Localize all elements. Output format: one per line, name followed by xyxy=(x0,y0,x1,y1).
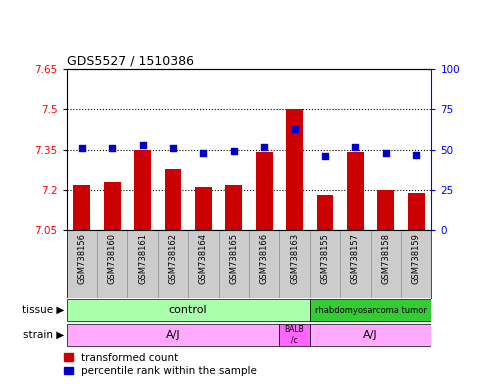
FancyBboxPatch shape xyxy=(67,324,280,346)
Text: BALB
/c: BALB /c xyxy=(284,325,305,345)
Point xyxy=(260,144,268,150)
Bar xyxy=(195,187,211,230)
Bar xyxy=(73,185,90,230)
Point xyxy=(139,142,146,148)
Text: A/J: A/J xyxy=(166,330,180,340)
Legend: transformed count, percentile rank within the sample: transformed count, percentile rank withi… xyxy=(65,353,257,376)
Text: A/J: A/J xyxy=(363,330,378,340)
Text: strain ▶: strain ▶ xyxy=(23,330,64,340)
Text: GSM738163: GSM738163 xyxy=(290,233,299,284)
Bar xyxy=(408,193,424,230)
FancyBboxPatch shape xyxy=(67,230,97,298)
Point xyxy=(291,126,299,132)
FancyBboxPatch shape xyxy=(127,230,158,298)
Text: GSM738166: GSM738166 xyxy=(260,233,269,284)
Bar xyxy=(165,169,181,230)
FancyBboxPatch shape xyxy=(97,230,127,298)
FancyBboxPatch shape xyxy=(158,230,188,298)
Text: GSM738164: GSM738164 xyxy=(199,233,208,284)
Text: GSM738158: GSM738158 xyxy=(381,233,390,284)
FancyBboxPatch shape xyxy=(67,299,310,321)
Bar xyxy=(317,195,333,230)
FancyBboxPatch shape xyxy=(340,230,371,298)
Text: GSM738160: GSM738160 xyxy=(107,233,117,284)
Point xyxy=(199,150,208,156)
FancyBboxPatch shape xyxy=(371,230,401,298)
Text: control: control xyxy=(169,305,208,315)
Point xyxy=(78,145,86,151)
Text: tissue ▶: tissue ▶ xyxy=(22,305,64,315)
Point xyxy=(352,144,359,150)
Point xyxy=(108,145,116,151)
Bar xyxy=(134,150,151,230)
FancyBboxPatch shape xyxy=(188,230,218,298)
FancyBboxPatch shape xyxy=(401,230,431,298)
Text: GSM738162: GSM738162 xyxy=(169,233,177,284)
Text: GSM738161: GSM738161 xyxy=(138,233,147,284)
Bar xyxy=(225,185,242,230)
Bar xyxy=(104,182,120,230)
Text: GSM738165: GSM738165 xyxy=(229,233,238,284)
Text: GSM738156: GSM738156 xyxy=(77,233,86,284)
Point xyxy=(169,145,177,151)
Text: GSM738157: GSM738157 xyxy=(351,233,360,284)
FancyBboxPatch shape xyxy=(280,324,310,346)
Text: GSM738155: GSM738155 xyxy=(320,233,329,284)
FancyBboxPatch shape xyxy=(280,230,310,298)
Bar xyxy=(378,190,394,230)
Text: GSM738159: GSM738159 xyxy=(412,233,421,284)
Point xyxy=(230,148,238,154)
Bar xyxy=(256,152,273,230)
FancyBboxPatch shape xyxy=(310,230,340,298)
FancyBboxPatch shape xyxy=(310,324,431,346)
Point xyxy=(382,150,389,156)
Bar xyxy=(347,152,364,230)
Text: rhabdomyosarcoma tumor: rhabdomyosarcoma tumor xyxy=(315,306,426,314)
Bar xyxy=(286,109,303,230)
FancyBboxPatch shape xyxy=(218,230,249,298)
FancyBboxPatch shape xyxy=(310,299,431,321)
Text: GDS5527 / 1510386: GDS5527 / 1510386 xyxy=(67,55,194,68)
Point xyxy=(321,153,329,159)
FancyBboxPatch shape xyxy=(249,230,280,298)
Point xyxy=(412,152,420,158)
